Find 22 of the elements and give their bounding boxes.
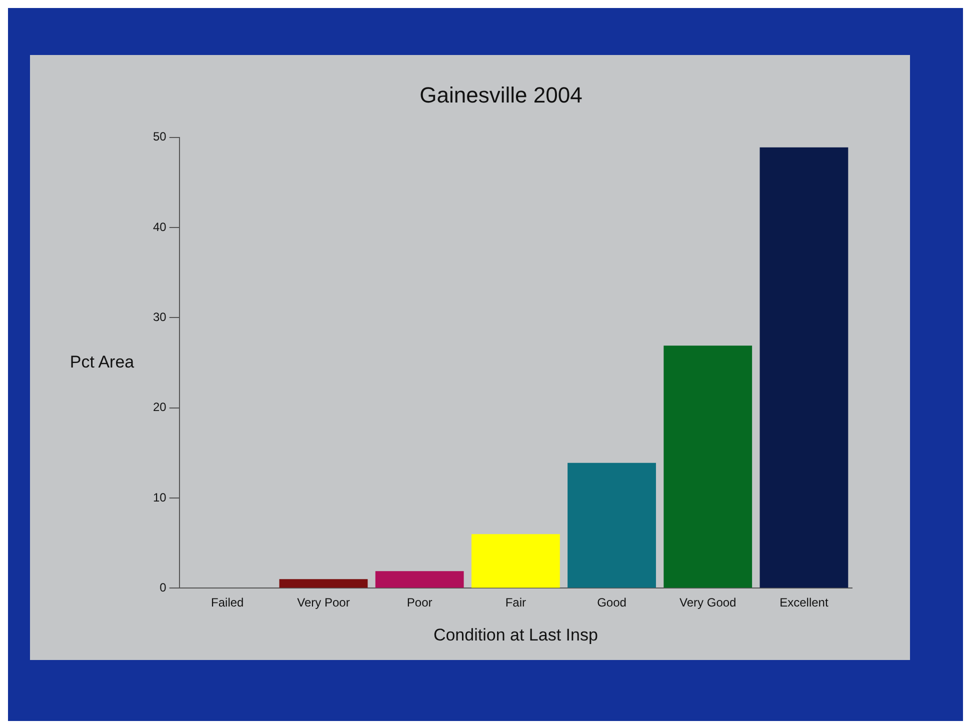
x-tick-label: Excellent <box>780 596 829 610</box>
y-tick-label: 10 <box>152 490 167 504</box>
bar <box>664 346 752 588</box>
y-axis-title: Pct Area <box>70 352 135 372</box>
x-tick-label: Poor <box>406 596 432 610</box>
x-tick-label: Very Good <box>680 596 736 610</box>
y-tick-label: 30 <box>152 310 167 324</box>
chart-title: Gainesville 2004 <box>420 82 582 108</box>
x-tick-label: Good <box>597 596 626 610</box>
x-axis-title: Condition at Last Insp <box>433 625 598 644</box>
bar <box>568 462 656 588</box>
bar <box>375 571 464 588</box>
x-tick-label: Fair <box>505 596 526 610</box>
y-tick-label: 0 <box>160 580 167 595</box>
x-tick-label: Very Poor <box>297 596 350 610</box>
bar <box>279 579 368 588</box>
x-tick-label: Failed <box>211 596 244 610</box>
y-tick-label: 20 <box>152 400 167 414</box>
y-tick-label: 50 <box>152 130 167 144</box>
y-tick-label: 40 <box>152 220 167 234</box>
bar <box>471 534 560 588</box>
bar <box>760 147 848 588</box>
